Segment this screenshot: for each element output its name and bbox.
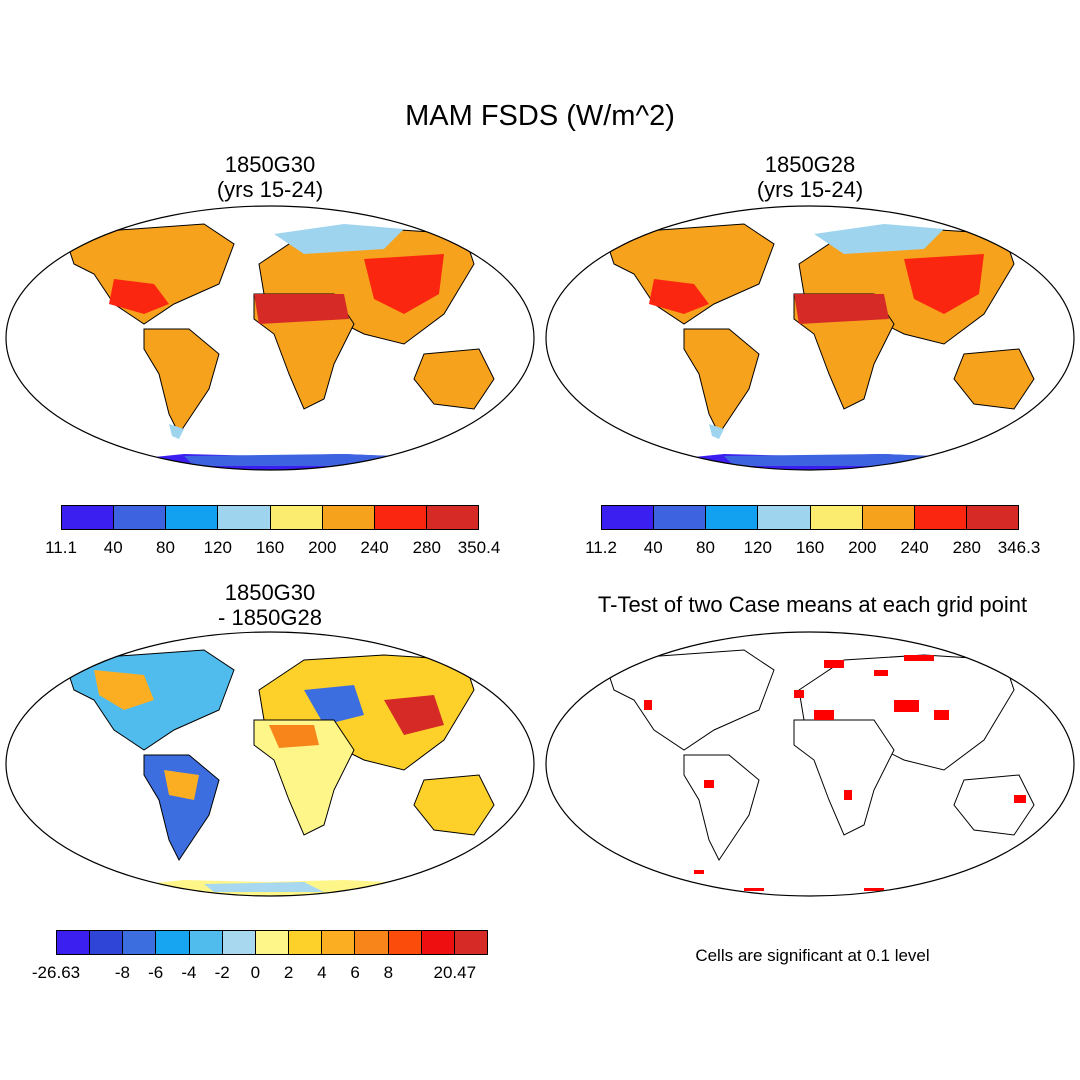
map-bottom-left (5, 631, 535, 897)
panel-title-bottom-left: 1850G30 - 1850G28 (218, 580, 322, 630)
colorbar-swatch (62, 506, 115, 529)
colorbar-swatch (862, 506, 915, 529)
colorbar-swatch (810, 506, 863, 529)
colorbar-tick-label: 240 (360, 538, 389, 557)
colorbar-labels-top-right: 11.2 40 80 120 160 200 240 280 346.3 (585, 538, 1040, 558)
colorbar-tick-label: 200 (308, 538, 337, 557)
colorbar-swatch (322, 931, 356, 954)
colorbar-tick-label: 40 (103, 538, 123, 557)
colorbar-tick-label: 280 (412, 538, 441, 557)
colorbar-swatch (914, 506, 967, 529)
colorbar-labels-top-left: 11.1 40 80 120 160 200 240 280 350.4 (45, 538, 500, 558)
colorbar-swatch (90, 931, 124, 954)
colorbar-swatch (454, 931, 488, 954)
colorbar-swatch (166, 506, 219, 529)
colorbar-tick-label: -8 (114, 963, 131, 982)
colorbar-swatch (289, 931, 323, 954)
panel-title-bottom-right: T-Test of two Case means at each grid po… (597, 592, 1028, 617)
colorbar-tick-label: 280 (952, 538, 981, 557)
colorbar-swatch (156, 931, 190, 954)
colorbar-swatch (966, 506, 1018, 529)
colorbar-tick-label: 4 (317, 963, 327, 982)
significance-note: Cells are significant at 0.1 level (695, 946, 930, 965)
colorbar-tick-label: 2 (283, 963, 294, 982)
colorbar-tick-label: 120 (203, 538, 232, 557)
colorbar-labels-bottom-left: -26.63 -8 -6 -4 -2 0 2 4 6 8 20.47 (32, 963, 488, 983)
colorbar-swatch (218, 506, 271, 529)
colorbar-tick-label: 350.4 (457, 538, 501, 557)
colorbar-swatch (189, 931, 223, 954)
colorbar-tick-label: 80 (696, 538, 715, 557)
colorbar-top-right (601, 505, 1019, 530)
colorbar-top-left (61, 505, 479, 530)
colorbar-swatch (654, 506, 707, 529)
colorbar-tick-label: 20.47 (433, 963, 477, 982)
figure-title: MAM FSDS (W/m^2) (405, 100, 675, 132)
colorbar-swatch (706, 506, 759, 529)
colorbar-swatch (114, 506, 167, 529)
colorbar-swatch (322, 506, 375, 529)
colorbar-swatch (758, 506, 811, 529)
colorbar-swatch (270, 506, 323, 529)
colorbar-tick-label: 11.2 (585, 538, 617, 557)
colorbar-tick-label: 40 (643, 538, 663, 557)
colorbar-tick-label: 0 (250, 963, 261, 982)
colorbar-tick-label: 80 (156, 538, 175, 557)
colorbar-tick-label: 200 (848, 538, 877, 557)
colorbar-tick-label: 120 (743, 538, 772, 557)
colorbar-tick-label: -2 (214, 963, 230, 982)
colorbar-tick-label: 6 (350, 963, 360, 982)
colorbar-tick-label: 346.3 (997, 538, 1041, 557)
panel-title-top-right: 1850G28 (yrs 15-24) (756, 152, 864, 202)
colorbar-swatch (222, 931, 256, 954)
colorbar-bottom-left (56, 930, 488, 955)
colorbar-tick-label: -4 (181, 963, 197, 982)
colorbar-swatch (355, 931, 389, 954)
map-top-right (545, 205, 1075, 471)
colorbar-tick-label: 8 (383, 963, 394, 982)
colorbar-swatch (123, 931, 157, 954)
colorbar-tick-label: 240 (900, 538, 929, 557)
colorbar-tick-label: -6 (148, 963, 164, 982)
colorbar-tick-label: -26.63 (31, 963, 81, 982)
colorbar-swatch (374, 506, 427, 529)
colorbar-swatch (255, 931, 290, 954)
colorbar-swatch (426, 506, 478, 529)
colorbar-swatch (421, 931, 455, 954)
colorbar-swatch (57, 931, 91, 954)
panel-title-top-left: 1850G30 (yrs 15-24) (216, 152, 324, 202)
colorbar-tick-label: 160 (795, 538, 825, 557)
colorbar-swatch (388, 931, 422, 954)
colorbar-tick-label: 160 (255, 538, 285, 557)
map-bottom-right (545, 631, 1075, 897)
colorbar-swatch (602, 506, 655, 529)
colorbar-tick-label: 11.1 (45, 538, 77, 557)
map-top-left (5, 205, 535, 471)
